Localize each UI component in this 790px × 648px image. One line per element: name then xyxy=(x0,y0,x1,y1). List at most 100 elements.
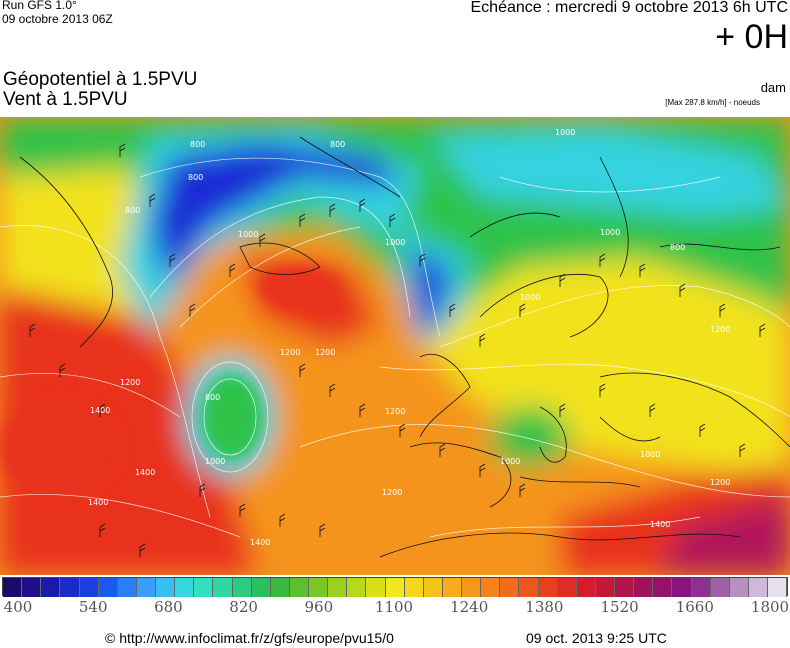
contour-label: 1000 xyxy=(520,293,540,302)
wind-barb xyxy=(59,363,66,377)
wind-barb xyxy=(439,443,446,457)
wind-barb xyxy=(329,203,336,217)
color-scale-swatch xyxy=(500,578,520,597)
color-scale-swatch xyxy=(251,578,271,597)
coastlines xyxy=(19,136,790,558)
color-scale-swatch xyxy=(710,578,730,597)
contour-label: 800 xyxy=(190,140,205,149)
contour-label: 1400 xyxy=(135,468,155,477)
color-scale-bar xyxy=(2,577,788,597)
color-scale-swatch xyxy=(175,578,195,597)
wind-barb xyxy=(189,303,196,317)
color-scale-swatch xyxy=(213,578,233,597)
color-scale-swatch xyxy=(538,578,558,597)
color-scale-tick-label: 1240 xyxy=(450,598,489,616)
contour-label: 800 xyxy=(188,173,203,182)
wind-barb xyxy=(559,403,566,417)
field-shading xyxy=(0,117,790,575)
wind-barb xyxy=(239,503,246,517)
wind-barb xyxy=(359,403,366,417)
color-scale-swatch xyxy=(60,578,80,597)
contour-label: 1200 xyxy=(120,378,140,387)
contour-label: 1000 xyxy=(555,128,575,137)
wind-barb xyxy=(29,323,36,337)
color-scale-swatch xyxy=(3,578,23,597)
wind-barb xyxy=(599,253,606,267)
wind-barb xyxy=(719,303,726,317)
color-scale-swatch xyxy=(404,578,424,597)
wind-barbs xyxy=(29,143,766,557)
contour-label: 1200 xyxy=(315,348,335,357)
contour-label: 1400 xyxy=(250,538,270,547)
contour-label: 800 xyxy=(330,140,345,149)
unit-label: dam xyxy=(760,80,786,95)
wind-barb xyxy=(639,263,646,277)
wind-barb xyxy=(699,423,706,437)
forecast-valid-time: Echéance : mercredi 9 octobre 2013 6h UT… xyxy=(470,0,789,16)
contour-label: 1000 xyxy=(385,238,405,247)
wind-barb xyxy=(119,143,126,157)
wind-barb xyxy=(169,253,176,267)
color-scale-swatch xyxy=(309,578,329,597)
wind-barb xyxy=(99,523,106,537)
color-scale-tick-label: 1660 xyxy=(675,598,714,616)
color-scale-tick-label: 1520 xyxy=(600,598,639,616)
wind-barb xyxy=(199,483,206,497)
color-scale-swatch xyxy=(653,578,673,597)
color-scale-swatch xyxy=(41,578,61,597)
color-scale-swatch xyxy=(481,578,501,597)
wind-barb xyxy=(519,303,526,317)
contour-label: 800 xyxy=(125,206,140,215)
contour-label: 1200 xyxy=(710,478,730,487)
color-scale-swatch xyxy=(462,578,482,597)
color-scale-swatch xyxy=(194,578,214,597)
variable-title-geopotential: Géopotentiel à 1.5PVU xyxy=(3,69,198,90)
color-scale-swatch xyxy=(117,578,137,597)
color-scale-tick-label: 400 xyxy=(3,598,33,616)
wind-barb xyxy=(279,513,286,527)
wind-barb xyxy=(139,543,146,557)
contour-label: 800 xyxy=(670,243,685,252)
weather-map: 800 800 1000 800 1000 1000 800 1000 1200… xyxy=(0,117,790,575)
wind-barb xyxy=(99,403,106,417)
wind-barb xyxy=(399,423,406,437)
color-scale-swatch xyxy=(576,578,596,597)
wind-barb xyxy=(389,213,396,227)
color-scale-swatch xyxy=(729,578,749,597)
wind-barb xyxy=(559,273,566,287)
wind-barb xyxy=(259,233,266,247)
color-scale-swatch xyxy=(328,578,348,597)
wind-barb xyxy=(359,198,366,212)
color-scale-tick-label: 1800 xyxy=(750,598,790,616)
color-scale-swatch xyxy=(634,578,654,597)
color-scale-swatch xyxy=(289,578,309,597)
color-scale-tick-label: 1380 xyxy=(525,598,564,616)
wind-barb xyxy=(679,283,686,297)
contour-label: 800 xyxy=(205,393,220,402)
color-scale-swatch xyxy=(385,578,405,597)
color-scale-swatch xyxy=(347,578,367,597)
color-scale-tick-label: 680 xyxy=(154,598,183,616)
color-scale-tick-label: 960 xyxy=(304,598,334,616)
color-scale-swatch xyxy=(768,578,788,597)
wind-barb xyxy=(479,463,486,477)
wind-barb xyxy=(649,403,656,417)
contour-label: 1400 xyxy=(90,406,110,415)
wind-barb xyxy=(299,363,306,377)
wind-barb xyxy=(479,333,486,347)
wind-barb xyxy=(519,483,526,497)
contour-label: 1200 xyxy=(710,325,730,334)
color-scale-swatch xyxy=(366,578,386,597)
contour-labels: 800 800 1000 800 1000 1000 800 1000 1200… xyxy=(88,128,730,547)
contour-lines xyxy=(0,157,790,538)
contour-label: 1000 xyxy=(205,457,225,466)
color-scale-swatch xyxy=(423,578,443,597)
max-wind-note: [Max 287.8 km/h] - noeuds xyxy=(665,98,760,107)
color-scale-swatch xyxy=(691,578,711,597)
color-scale-swatch xyxy=(156,578,176,597)
wind-barb xyxy=(229,263,236,277)
wind-barb xyxy=(419,253,426,267)
copyright-link-text: © http://www.infoclimat.fr/z/gfs/europe/… xyxy=(105,630,394,646)
contour-label: 1200 xyxy=(280,348,300,357)
contour-label: 1400 xyxy=(650,520,670,529)
